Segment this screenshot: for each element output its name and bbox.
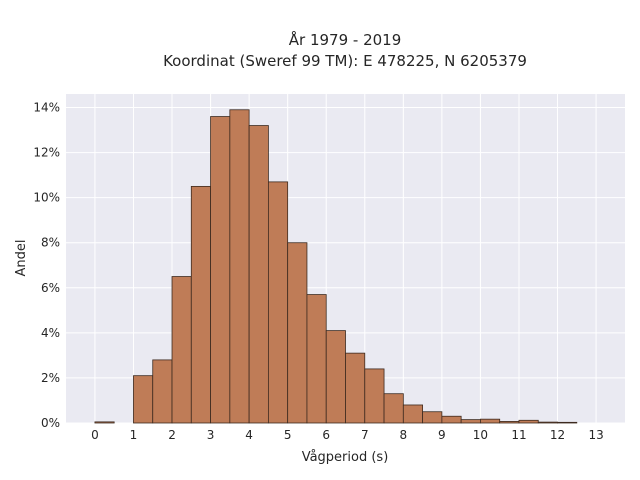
y-tick-label: 14% [33,101,60,115]
histogram-bar [94,421,115,424]
x-tick-label: 9 [438,428,446,442]
bars [94,109,578,424]
x-tick-label: 8 [400,428,408,442]
histogram-bar [171,276,192,424]
histogram-bar [402,404,424,424]
histogram-bar [422,411,443,424]
histogram-bar [229,109,250,424]
histogram-bar [441,415,462,424]
x-tick-label: 3 [207,428,215,442]
x-axis-ticks: 0 1 2 3 4 5 6 7 8 9 10 11 12 13 [91,428,604,442]
y-tick-label: 6% [41,281,60,295]
histogram-bar [499,421,520,424]
histogram-bar [537,421,558,424]
chart-title-line2: Koordinat (Sweref 99 TM): E 478225, N 62… [163,52,527,70]
x-tick-label: 1 [130,428,138,442]
histogram-bar [480,418,501,424]
x-tick-label: 5 [284,428,292,442]
x-tick-label: 13 [588,428,603,442]
y-tick-label: 0% [41,416,60,430]
y-axis-label: Andel [14,240,29,277]
histogram-bar [267,181,289,424]
histogram-bar [248,125,269,424]
x-tick-label: 10 [473,428,488,442]
histogram-bar [210,116,231,424]
y-tick-label: 12% [33,146,60,160]
histogram-bar [325,330,346,424]
histogram-bar [287,242,308,424]
histogram-bar [383,393,404,424]
histogram-bar [152,359,173,424]
y-tick-label: 8% [41,236,60,250]
x-axis-label: Vågperiod (s) [302,450,389,465]
x-tick-label: 12 [550,428,565,442]
histogram-bar [364,368,385,424]
x-tick-label: 0 [91,428,99,442]
x-tick-label: 2 [168,428,176,442]
x-tick-label: 7 [361,428,369,442]
x-tick-label: 11 [511,428,526,442]
x-tick-label: 4 [245,428,253,442]
histogram-bar [557,421,578,424]
histogram-bar [460,419,481,424]
x-tick-label: 6 [322,428,330,442]
y-tick-label: 4% [41,326,60,340]
histogram-bar [190,185,211,424]
histogram-bar [518,419,539,424]
histogram-bar [345,352,366,424]
histogram-bar [133,375,154,424]
chart-title-line1: År 1979 - 2019 [289,30,402,49]
histogram-bar [306,294,327,424]
y-axis-ticks: 0% 2% 4% 6% 8% 10% 12% 14% [33,101,60,430]
y-tick-label: 2% [41,371,60,385]
y-tick-label: 10% [33,191,60,205]
